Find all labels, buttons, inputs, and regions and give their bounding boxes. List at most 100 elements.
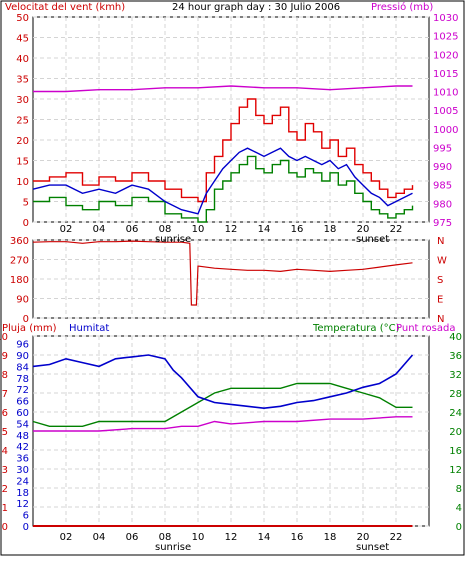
temperature-tick-label: 28	[449, 389, 462, 400]
wind-tick-label: 30	[16, 95, 29, 106]
x-tick-label-top: 04	[93, 224, 106, 235]
temperature-tick-label: 8	[456, 484, 462, 495]
humidity-tick-label: 60	[16, 408, 29, 419]
temperature-tick-label: 20	[449, 427, 462, 438]
humidity-tick-label: 30	[16, 465, 29, 476]
pressure-tick-label: 990	[433, 162, 452, 173]
humidity-tick-label: 72	[16, 385, 29, 396]
temperature-tick-label: 32	[449, 370, 462, 381]
compass-tick-label: N	[437, 314, 444, 325]
pressure-tick-label: 1020	[433, 50, 458, 61]
wind-tick-label: 15	[16, 157, 29, 168]
x-tick-label-top: 18	[324, 224, 337, 235]
rain-tick-label: 7	[2, 389, 8, 400]
sunrise-label-top: sunrise	[155, 234, 191, 245]
humidity-tick-label: 90	[16, 351, 29, 362]
humidity-axis-label: Humitat	[69, 323, 109, 334]
humidity-tick-label: 0	[23, 522, 29, 533]
wind-tick-label: 35	[16, 75, 29, 86]
rain-tick-label: 2	[2, 484, 8, 495]
humidity-line	[32, 354, 414, 410]
wind-tick-label: 10	[16, 177, 29, 188]
pressure-tick-label: 1015	[433, 69, 458, 80]
series-layer	[32, 85, 414, 527]
rain-tick-label: 6	[2, 408, 8, 419]
x-tick-label-bottom: 04	[93, 532, 106, 543]
temperature-tick-label: 16	[449, 446, 462, 457]
wind-tick-label: 5	[23, 198, 29, 209]
x-tick-label-bottom: 22	[390, 532, 403, 543]
wind-axis-label: Velocitat del vent (kmh)	[5, 2, 125, 13]
x-tick-label-bottom: 20	[357, 532, 370, 543]
direction-tick-label: 360	[10, 236, 29, 247]
humidity-tick-label: 36	[16, 454, 29, 465]
pressure-tick-label: 1025	[433, 32, 458, 43]
direction-tick-label: 0	[23, 314, 29, 325]
humidity-tick-label: 24	[16, 476, 29, 487]
x-tick-label-bottom: 14	[258, 532, 271, 543]
wind-tick-label: 50	[16, 13, 29, 24]
wind-tick-label: 40	[16, 54, 29, 65]
humidity-tick-label: 66	[16, 397, 29, 408]
rain-tick-label: 1	[2, 503, 8, 514]
humidity-tick-label: 84	[16, 362, 29, 373]
pressure-tick-label: 1000	[433, 125, 458, 136]
sunset-label-bottom: sunset	[356, 542, 389, 553]
temperature-line	[32, 382, 413, 427]
x-tick-label-top: 16	[291, 224, 304, 235]
temperature-tick-label: 36	[449, 351, 462, 362]
wind-gust-line	[33, 98, 414, 203]
temperature-tick-label: 4	[456, 503, 462, 514]
wind-tick-label: 0	[23, 218, 29, 229]
x-tick-label-bottom: 18	[324, 532, 337, 543]
humidity-tick-label: 54	[16, 419, 29, 430]
humidity-tick-label: 42	[16, 442, 29, 453]
pressure-axis-label: Pressió (mb)	[371, 1, 433, 13]
tick-label-layer: 0202040406060808101012121414161618182020…	[0, 13, 462, 543]
humidity-tick-label: 6	[23, 511, 29, 522]
pressure-line	[33, 85, 413, 93]
pressure-tick-label: 1010	[433, 88, 458, 99]
rain-axis-label: Pluja (mm)	[2, 323, 57, 334]
pressure-tick-label: 1030	[433, 13, 458, 24]
rain-tick-label: 10	[0, 332, 8, 343]
temperature-tick-label: 0	[456, 522, 462, 533]
temperature-axis-label: Temperatura (°C)	[312, 323, 400, 334]
compass-tick-label: E	[437, 295, 443, 306]
rain-tick-label: 0	[2, 522, 8, 533]
humidity-tick-label: 48	[16, 431, 29, 442]
temperature-tick-label: 12	[449, 465, 462, 476]
rain-tick-label: 8	[2, 370, 8, 381]
temperature-tick-label: 40	[449, 332, 462, 343]
compass-tick-label: N	[437, 236, 444, 247]
x-tick-label-top: 02	[60, 224, 73, 235]
wind-tick-label: 25	[16, 116, 29, 127]
x-tick-label-top: 20	[357, 224, 370, 235]
x-tick-label-bottom: 08	[159, 532, 172, 543]
pressure-tick-label: 980	[433, 199, 452, 210]
rain-tick-label: 4	[2, 446, 8, 457]
direction-tick-label: 180	[10, 275, 29, 286]
x-tick-label-bottom: 10	[192, 532, 205, 543]
wind-direction-line	[32, 240, 413, 306]
x-tick-label-top: 08	[159, 224, 172, 235]
humidity-tick-label: 78	[16, 374, 29, 385]
dewpoint-axis-label: Punt rosada	[396, 323, 455, 334]
pressure-tick-label: 985	[433, 181, 452, 192]
x-tick-label-top: 14	[258, 224, 271, 235]
x-tick-label-top: 06	[126, 224, 139, 235]
wind-avg-line	[33, 155, 414, 223]
chart-title: 24 hour graph day : 30 Julio 2006	[172, 2, 340, 13]
humidity-tick-label: 18	[16, 488, 29, 499]
temperature-tick-label: 24	[449, 408, 462, 419]
x-tick-label-top: 10	[192, 224, 205, 235]
pressure-tick-label: 1005	[433, 106, 458, 117]
compass-tick-label: S	[437, 275, 443, 286]
wind-tick-label: 20	[16, 136, 29, 147]
rain-tick-label: 3	[2, 465, 8, 476]
x-tick-label-top: 12	[225, 224, 238, 235]
